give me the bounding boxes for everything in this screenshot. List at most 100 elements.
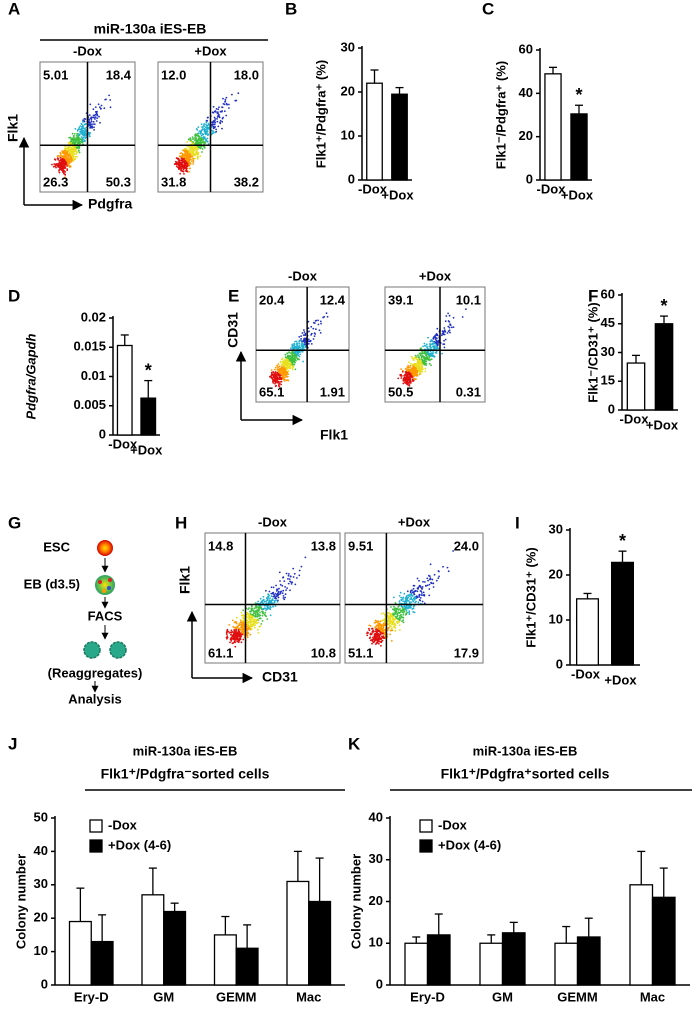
- cell-dot: [206, 116, 209, 119]
- cell-dot: [274, 385, 277, 388]
- cell-dot: [428, 353, 430, 356]
- cell-dot: [65, 147, 67, 150]
- cell-dot: [248, 614, 251, 617]
- cell-dot: [254, 621, 256, 623]
- quadrant-percent: 51.1: [348, 645, 373, 660]
- cell-dot: [426, 356, 429, 359]
- cell-dot: [285, 589, 287, 591]
- cell-dot: [421, 592, 423, 594]
- cell-dot: [278, 383, 280, 386]
- cell-dot: [421, 365, 423, 368]
- cell-dot: [232, 635, 235, 638]
- cell-dot: [397, 606, 400, 608]
- cell-dot: [242, 609, 245, 612]
- quadrant-percent: 1.91: [320, 384, 345, 399]
- cell-dot: [191, 138, 194, 141]
- cell-dot: [277, 363, 280, 365]
- cell-dot: [202, 126, 204, 129]
- cell-dot: [274, 372, 277, 374]
- cell-dot: [96, 114, 99, 117]
- cell-dot: [414, 589, 417, 592]
- cell-dot: [270, 595, 273, 598]
- cell-dot: [322, 316, 324, 319]
- cell-dot: [421, 600, 424, 603]
- cell-dot: [271, 373, 273, 375]
- cell-dot: [230, 640, 233, 642]
- cell-dot: [284, 376, 287, 378]
- cell-dot: [441, 352, 443, 355]
- cell-dot: [216, 120, 219, 123]
- cell-dot: [214, 121, 217, 124]
- cell-dot: [406, 381, 409, 384]
- cell-dot: [384, 624, 386, 627]
- cell-dot: [180, 159, 182, 162]
- cell-dot: [412, 591, 415, 594]
- cell-dot: [240, 630, 243, 633]
- cell-dot: [59, 162, 62, 165]
- cell-dot: [70, 137, 73, 140]
- plot-frame: [384, 286, 486, 403]
- y-axis-label: Flk1: [177, 566, 193, 594]
- cell-dot: [225, 96, 228, 99]
- bar: [235, 947, 259, 986]
- cell-dot: [326, 315, 329, 318]
- legend-swatch: [419, 839, 433, 853]
- cell-dot: [429, 340, 432, 343]
- cell-dot: [317, 319, 319, 322]
- cell-dot: [380, 612, 383, 615]
- cell-dot: [218, 106, 220, 109]
- cell-dot: [275, 599, 277, 602]
- cell-dot: [192, 148, 195, 151]
- cell-dot: [265, 609, 267, 611]
- cell-dot: [182, 164, 185, 167]
- cell-dot: [99, 106, 101, 108]
- cell-dot: [447, 325, 450, 328]
- cell-dot: [284, 593, 287, 596]
- cell-dot: [184, 164, 187, 167]
- cell-dot: [292, 576, 295, 578]
- cell-dot: [199, 155, 202, 158]
- y-axis-label: CD31: [225, 312, 241, 348]
- cell-dot: [276, 588, 278, 591]
- cell-dot: [237, 625, 239, 627]
- cell-dot: [280, 377, 283, 380]
- cell-dot: [319, 320, 322, 323]
- cell-dot: [249, 617, 251, 620]
- cell-dot: [94, 118, 96, 120]
- cell-dot: [270, 375, 273, 377]
- cell-dot: [448, 326, 451, 329]
- cell-dot: [452, 326, 455, 328]
- cell-dot: [64, 149, 67, 152]
- cell-dot: [448, 314, 451, 317]
- cell-dot: [282, 364, 285, 367]
- cell-dot: [423, 602, 426, 605]
- cell-dot: [180, 170, 183, 172]
- cell-dot: [77, 146, 80, 149]
- cell-dot: [374, 626, 376, 629]
- cell-dot: [412, 611, 414, 613]
- cell-dot: [427, 579, 429, 582]
- quadrant-percent: 24.0: [454, 538, 479, 553]
- cell-dot: [206, 134, 209, 137]
- cell-dot: [369, 633, 372, 636]
- x-tick-label: +Dox: [646, 417, 679, 432]
- cell-dot: [382, 624, 385, 627]
- cell-dot: [402, 377, 405, 380]
- cell-dot: [241, 633, 244, 636]
- cell-dot: [304, 556, 307, 559]
- cell-dot: [400, 368, 402, 370]
- y-axis-label: Flk1⁻/CD31⁺ (%): [585, 302, 600, 402]
- cell-dot: [421, 586, 424, 588]
- y-tick-label: 30: [369, 851, 383, 866]
- cell-dot: [412, 368, 414, 371]
- panel-letter: B: [285, 0, 297, 18]
- y-tick-label: 0: [608, 401, 615, 416]
- cell-dot: [274, 381, 277, 384]
- cell-dot: [224, 101, 226, 103]
- cell-dot: [286, 352, 288, 355]
- cell-dot: [378, 634, 380, 637]
- cell-dot: [408, 379, 411, 382]
- cell-dot: [399, 629, 401, 631]
- cell-dot: [65, 152, 68, 155]
- cell-dot: [189, 154, 192, 157]
